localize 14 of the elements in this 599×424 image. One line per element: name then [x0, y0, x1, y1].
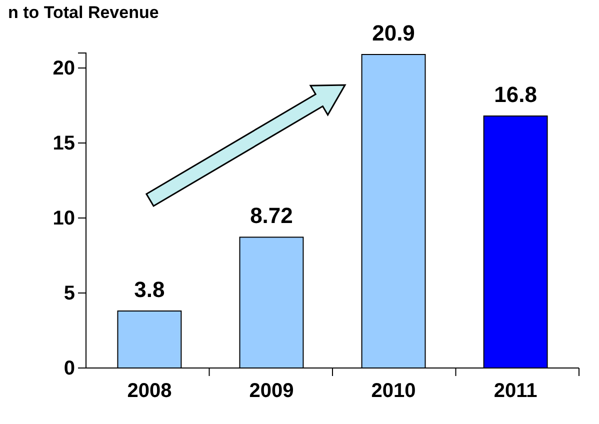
- x-tick-label: 2008: [127, 380, 172, 402]
- y-tick-label: 0: [64, 357, 75, 380]
- y-tick-label: 15: [52, 132, 75, 154]
- x-tick-label: 2009: [249, 380, 294, 402]
- data-label: 8.72: [250, 203, 293, 228]
- data-label: 16.8: [494, 82, 537, 107]
- y-tick-label: 20: [52, 57, 75, 80]
- data-label: 20.9: [372, 20, 415, 46]
- data-label: 3.8: [134, 277, 165, 302]
- x-tick-label: 2010: [371, 380, 416, 402]
- chart-title: n to Total Revenue: [8, 3, 159, 22]
- y-tick-label: 10: [52, 207, 75, 230]
- y-tick-label: 5: [64, 282, 75, 304]
- x-tick-label: 2011: [494, 380, 538, 402]
